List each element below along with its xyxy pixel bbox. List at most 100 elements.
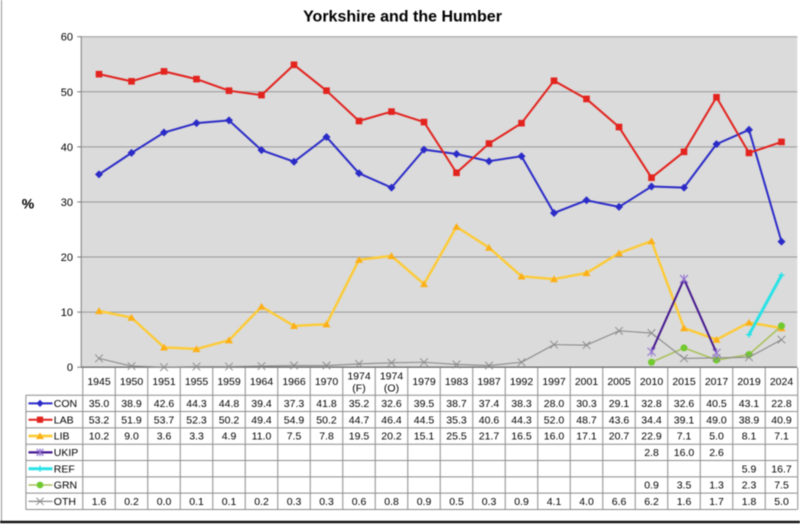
svg-text:4.9: 4.9 bbox=[222, 431, 237, 443]
svg-text:1951: 1951 bbox=[152, 376, 176, 388]
svg-text:2005: 2005 bbox=[607, 376, 631, 388]
svg-text:29.1: 29.1 bbox=[609, 398, 630, 410]
svg-text:32.6: 32.6 bbox=[674, 398, 695, 410]
svg-text:40.9: 40.9 bbox=[771, 414, 792, 426]
svg-text:0.9: 0.9 bbox=[417, 496, 432, 508]
svg-text:30: 30 bbox=[61, 197, 73, 209]
svg-text:3.5: 3.5 bbox=[677, 480, 692, 492]
svg-text:1950: 1950 bbox=[120, 376, 144, 388]
svg-text:7.5: 7.5 bbox=[774, 480, 789, 492]
svg-text:5.9: 5.9 bbox=[742, 463, 757, 475]
svg-text:2019: 2019 bbox=[737, 376, 761, 388]
svg-text:0.1: 0.1 bbox=[222, 496, 237, 508]
svg-text:10.2: 10.2 bbox=[89, 431, 110, 443]
svg-text:32.8: 32.8 bbox=[641, 398, 662, 410]
svg-text:38.7: 38.7 bbox=[446, 398, 467, 410]
svg-text:0.1: 0.1 bbox=[189, 496, 204, 508]
svg-text:42.6: 42.6 bbox=[154, 398, 175, 410]
svg-text:0.5: 0.5 bbox=[449, 496, 464, 508]
svg-text:30.3: 30.3 bbox=[576, 398, 597, 410]
svg-text:(O): (O) bbox=[384, 383, 399, 395]
svg-text:GRN: GRN bbox=[54, 480, 77, 492]
svg-text:38.9: 38.9 bbox=[739, 414, 760, 426]
svg-text:28.0: 28.0 bbox=[544, 398, 565, 410]
svg-text:1.6: 1.6 bbox=[92, 496, 107, 508]
svg-text:51.9: 51.9 bbox=[121, 414, 142, 426]
svg-text:37.3: 37.3 bbox=[284, 398, 305, 410]
svg-text:50: 50 bbox=[61, 87, 73, 99]
svg-text:0.6: 0.6 bbox=[352, 496, 367, 508]
svg-text:0.9: 0.9 bbox=[644, 480, 659, 492]
svg-text:43.1: 43.1 bbox=[739, 398, 760, 410]
svg-text:2.8: 2.8 bbox=[644, 447, 659, 459]
svg-text:7.1: 7.1 bbox=[677, 431, 692, 443]
svg-text:0.3: 0.3 bbox=[482, 496, 497, 508]
svg-text:35.0: 35.0 bbox=[89, 398, 110, 410]
svg-text:54.9: 54.9 bbox=[284, 414, 305, 426]
svg-text:0.8: 0.8 bbox=[384, 496, 399, 508]
svg-text:1987: 1987 bbox=[477, 376, 501, 388]
svg-text:43.6: 43.6 bbox=[609, 414, 630, 426]
svg-text:1.8: 1.8 bbox=[742, 496, 757, 508]
svg-text:3.3: 3.3 bbox=[189, 431, 204, 443]
svg-text:4.0: 4.0 bbox=[579, 496, 594, 508]
svg-text:1966: 1966 bbox=[282, 376, 306, 388]
svg-text:REF: REF bbox=[54, 463, 75, 475]
svg-text:1959: 1959 bbox=[217, 376, 241, 388]
svg-text:1964: 1964 bbox=[250, 376, 274, 388]
svg-text:16.7: 16.7 bbox=[771, 463, 792, 475]
svg-text:44.8: 44.8 bbox=[219, 398, 240, 410]
svg-text:4.1: 4.1 bbox=[547, 496, 562, 508]
svg-text:6.6: 6.6 bbox=[612, 496, 627, 508]
svg-text:20.7: 20.7 bbox=[609, 431, 630, 443]
svg-text:Yorkshire and the Humber: Yorkshire and the Humber bbox=[303, 9, 502, 26]
svg-text:3.6: 3.6 bbox=[157, 431, 172, 443]
svg-text:1974: 1974 bbox=[347, 371, 371, 383]
svg-text:35.3: 35.3 bbox=[446, 414, 467, 426]
svg-text:LAB: LAB bbox=[54, 414, 74, 426]
svg-text:16.0: 16.0 bbox=[674, 447, 695, 459]
svg-text:LIB: LIB bbox=[54, 431, 70, 443]
svg-text:38.9: 38.9 bbox=[121, 398, 142, 410]
svg-text:40: 40 bbox=[61, 142, 73, 154]
svg-text:7.8: 7.8 bbox=[319, 431, 334, 443]
svg-text:20.2: 20.2 bbox=[381, 431, 402, 443]
svg-text:34.4: 34.4 bbox=[641, 414, 662, 426]
svg-text:39.4: 39.4 bbox=[251, 398, 272, 410]
svg-text:44.3: 44.3 bbox=[511, 414, 532, 426]
svg-text:11.0: 11.0 bbox=[252, 431, 272, 443]
svg-text:2.3: 2.3 bbox=[742, 480, 757, 492]
svg-text:37.4: 37.4 bbox=[479, 398, 500, 410]
svg-text:15.1: 15.1 bbox=[414, 431, 435, 443]
svg-text:8.1: 8.1 bbox=[742, 431, 757, 443]
svg-text:5.0: 5.0 bbox=[774, 496, 789, 508]
svg-text:49.0: 49.0 bbox=[706, 414, 727, 426]
svg-text:6.2: 6.2 bbox=[644, 496, 659, 508]
svg-text:1945: 1945 bbox=[87, 376, 111, 388]
svg-text:7.1: 7.1 bbox=[774, 431, 789, 443]
svg-text:32.6: 32.6 bbox=[381, 398, 402, 410]
svg-text:(F): (F) bbox=[352, 383, 365, 395]
svg-text:20: 20 bbox=[61, 252, 73, 264]
svg-text:1955: 1955 bbox=[185, 376, 209, 388]
svg-text:0.9: 0.9 bbox=[514, 496, 529, 508]
svg-text:39.5: 39.5 bbox=[414, 398, 435, 410]
svg-text:22.8: 22.8 bbox=[771, 398, 792, 410]
svg-text:39.1: 39.1 bbox=[674, 414, 695, 426]
svg-text:0.2: 0.2 bbox=[254, 496, 269, 508]
svg-text:CON: CON bbox=[54, 398, 77, 410]
svg-text:2.6: 2.6 bbox=[709, 447, 724, 459]
svg-text:38.3: 38.3 bbox=[511, 398, 532, 410]
svg-text:2024: 2024 bbox=[770, 376, 794, 388]
svg-text:%: % bbox=[22, 196, 35, 212]
svg-text:48.7: 48.7 bbox=[576, 414, 597, 426]
svg-text:53.7: 53.7 bbox=[154, 414, 175, 426]
svg-text:7.5: 7.5 bbox=[287, 431, 302, 443]
svg-text:2010: 2010 bbox=[640, 376, 664, 388]
svg-text:16.0: 16.0 bbox=[544, 431, 565, 443]
svg-text:40.5: 40.5 bbox=[706, 398, 727, 410]
svg-text:10: 10 bbox=[61, 307, 73, 319]
svg-text:44.3: 44.3 bbox=[186, 398, 207, 410]
svg-text:53.2: 53.2 bbox=[89, 414, 110, 426]
svg-text:1974: 1974 bbox=[380, 371, 404, 383]
